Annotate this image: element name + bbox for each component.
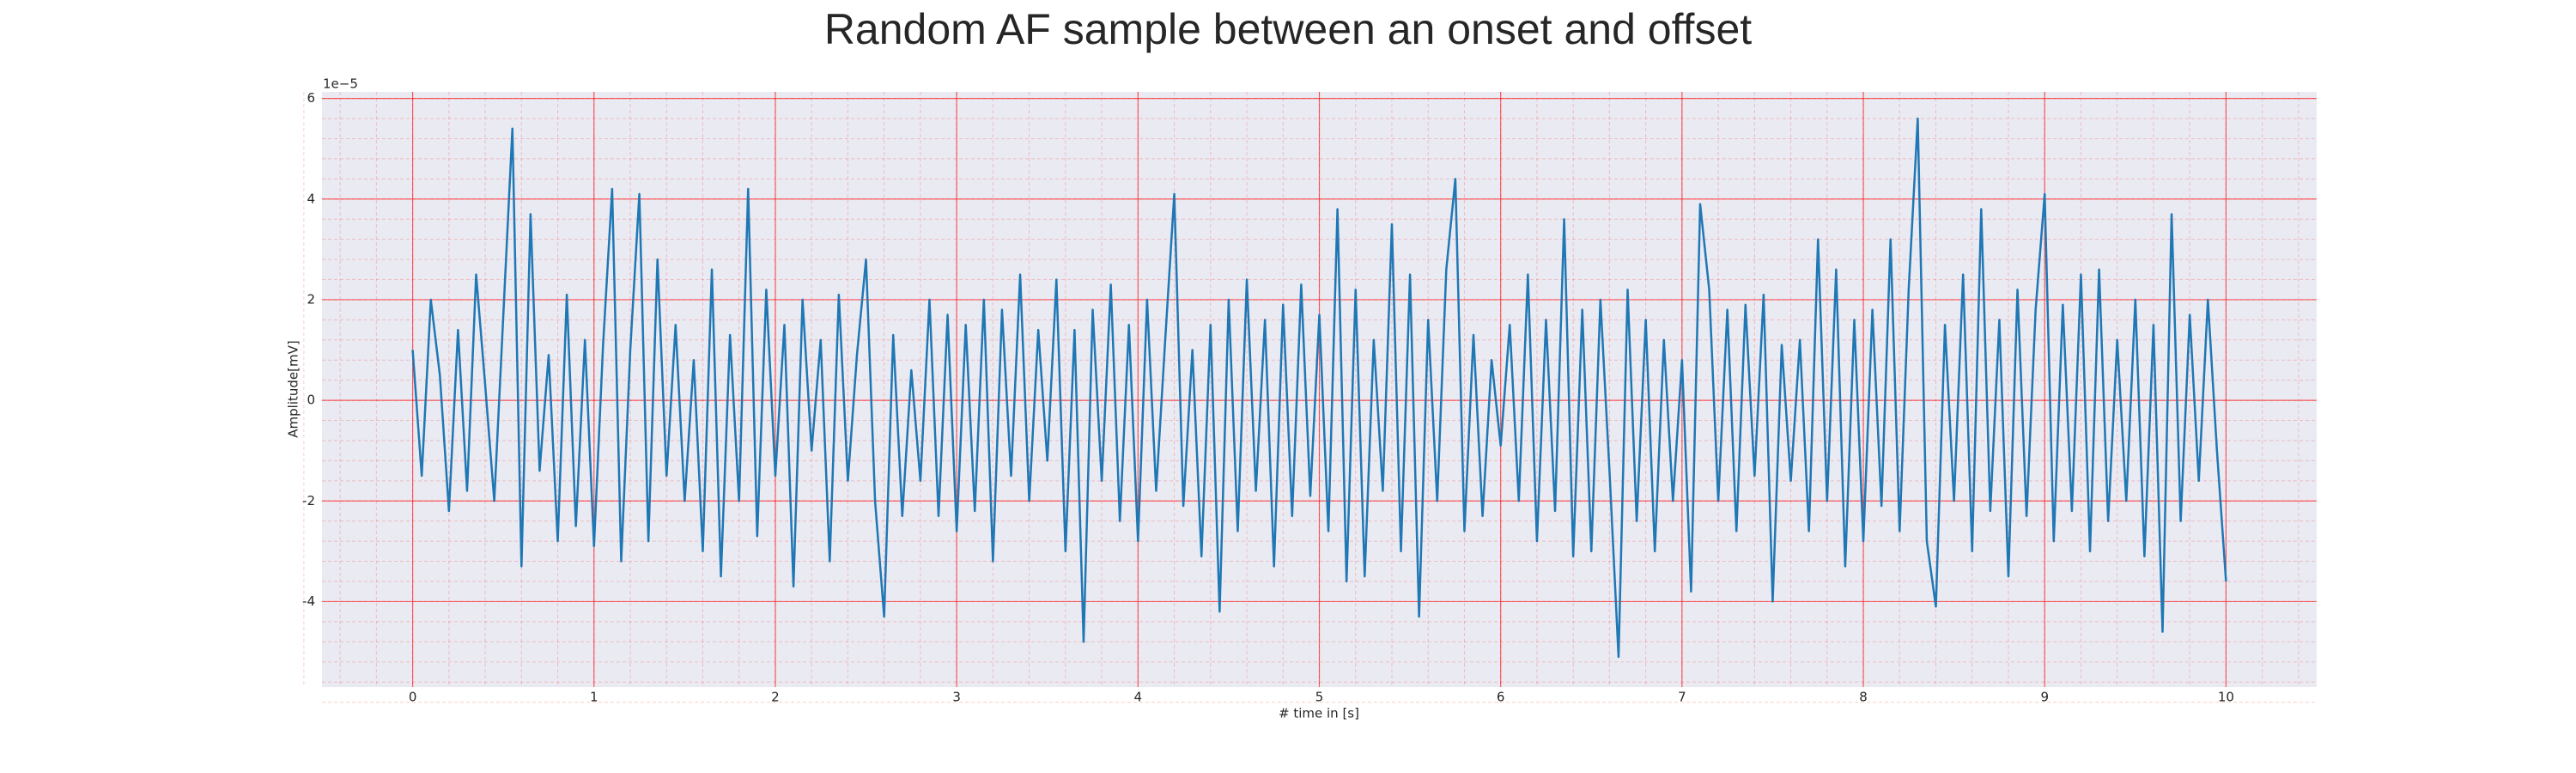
x-tick-label: 5 xyxy=(1315,690,1324,705)
x-tick-label: 0 xyxy=(409,690,417,705)
y-tick-label: 6 xyxy=(307,90,315,106)
x-tick-label: 4 xyxy=(1134,690,1143,705)
y-axis-label: Amplitude[mV] xyxy=(286,340,301,437)
x-tick-label: 6 xyxy=(1497,690,1505,705)
data-line xyxy=(411,117,2227,659)
x-tick-label: 8 xyxy=(1859,690,1868,705)
x-tick-label: 2 xyxy=(771,690,780,705)
y-tick-label: 2 xyxy=(307,291,315,307)
x-tick-label: 10 xyxy=(2218,690,2234,705)
y-offset-label: 1e−5 xyxy=(323,76,358,92)
y-tick-label: 4 xyxy=(307,191,315,206)
x-tick-label: 9 xyxy=(2040,690,2049,705)
chart-title: Random AF sample between an onset and of… xyxy=(824,5,1752,53)
grid xyxy=(303,92,2317,703)
y-tick-label: -4 xyxy=(302,593,315,609)
y-tick-label: 0 xyxy=(307,393,315,408)
x-tick-label: 1 xyxy=(590,690,598,705)
x-tick-label: 7 xyxy=(1678,690,1686,705)
x-axis-label: # time in [s] xyxy=(1279,706,1359,721)
x-tick-label: 3 xyxy=(952,690,961,705)
y-tick-label: -2 xyxy=(302,493,315,508)
